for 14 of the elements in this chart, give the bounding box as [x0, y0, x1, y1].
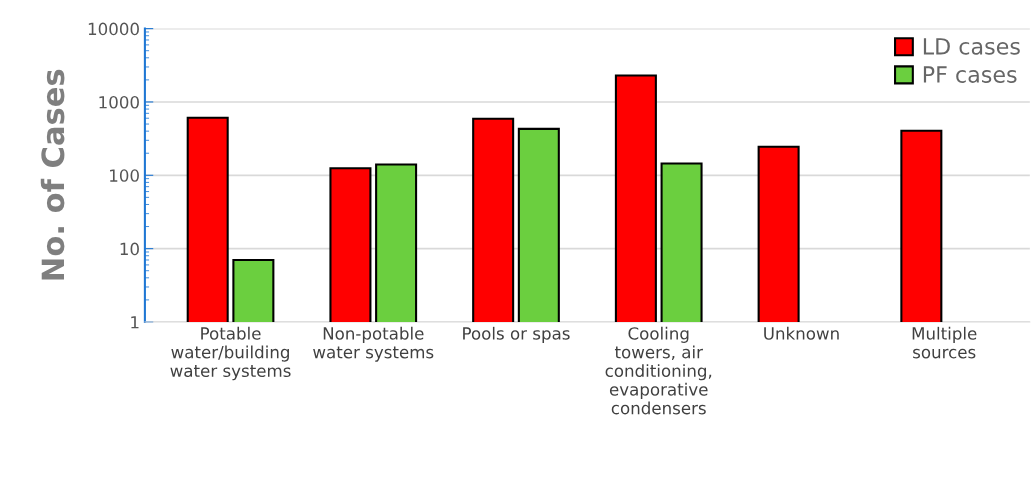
y-axis-title: No. of Cases — [40, 69, 65, 280]
y-tick-label: 10000 — [88, 22, 139, 36]
x-tick-label: Unknown — [764, 326, 839, 340]
y-tick-label: 100 — [110, 169, 139, 182]
x-tick-label: Non-potable water systems — [313, 326, 434, 362]
y-tick-label: 1000 — [99, 95, 139, 109]
x-tick-label: Pools or spas — [463, 326, 570, 343]
x-tick-label: Cooling towers, air conditioning, evaporative condensers — [605, 326, 712, 415]
x-tick-label: Multiple sources — [912, 326, 977, 359]
legend-label: PF cases — [923, 66, 1017, 83]
y-tick-label: 1 — [131, 316, 139, 329]
y-tick-label: 10 — [120, 242, 139, 256]
legend-label: LD cases — [923, 38, 1020, 55]
x-tick-label: Potable water/building water systems — [170, 326, 291, 381]
